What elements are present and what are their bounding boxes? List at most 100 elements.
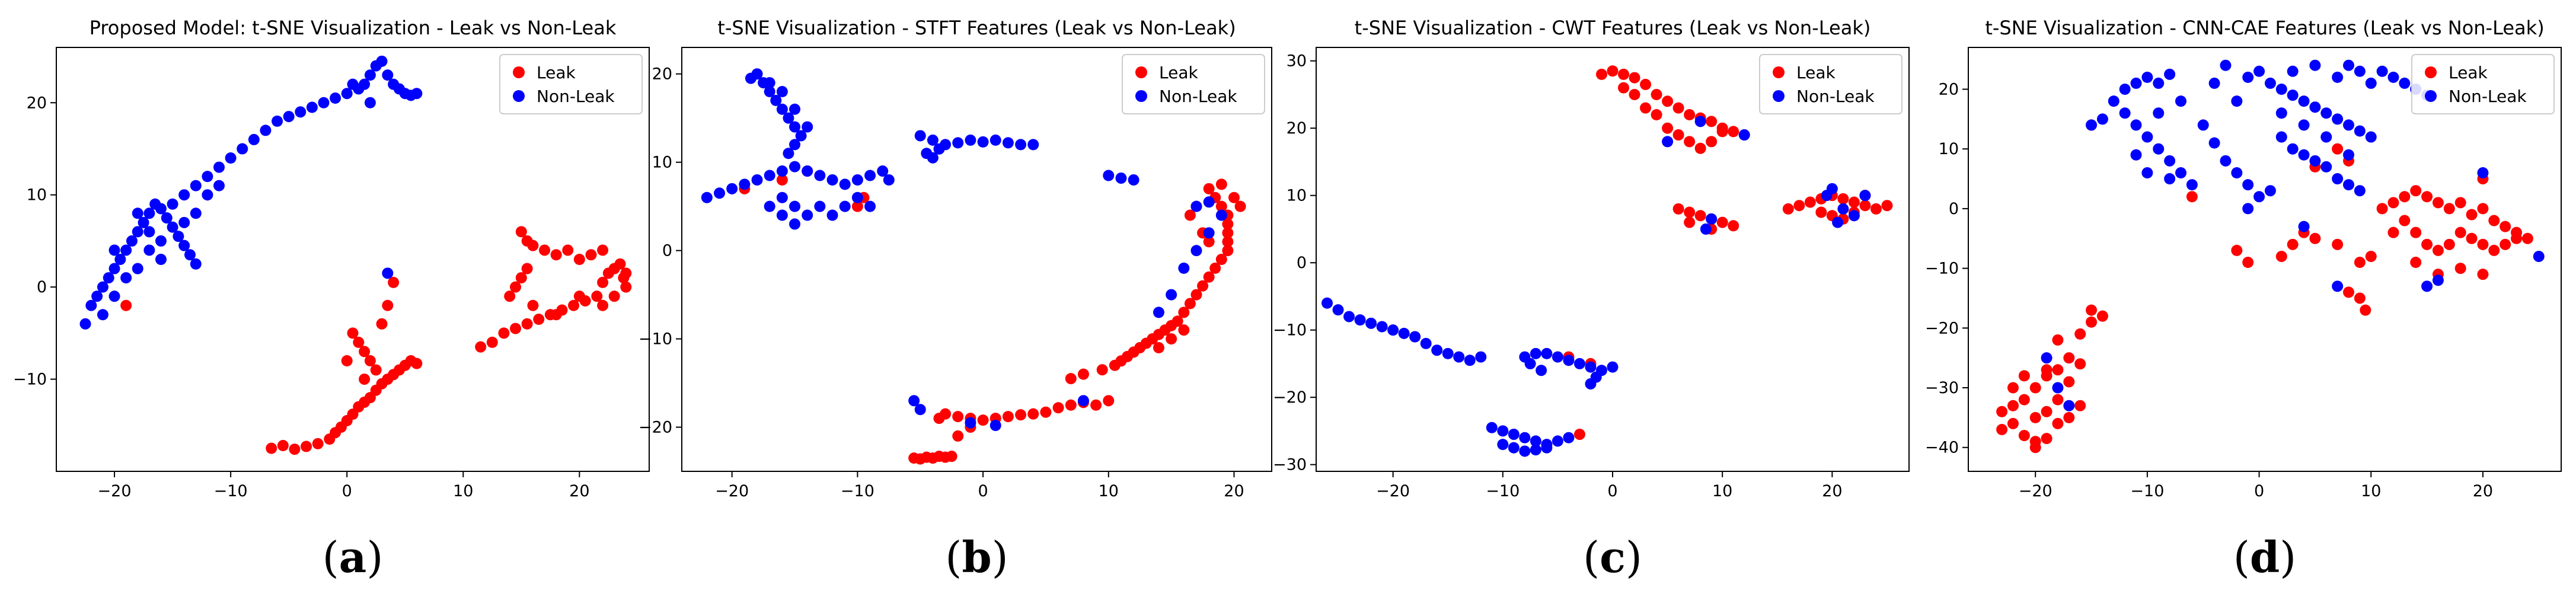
panel-a-point-nonleak (295, 106, 307, 118)
panel-c-point-leak (1662, 122, 1674, 134)
panel-b-y-tick-label: 10 (652, 154, 672, 172)
panel-d-point-leak (2511, 232, 2523, 244)
panel-a-legend-box (499, 54, 643, 114)
panel-d-point-nonleak (2119, 83, 2131, 95)
panel-d-point-leak (2488, 215, 2500, 226)
panel-b-point-nonleak (764, 170, 775, 181)
panel-b-point-nonleak (776, 192, 788, 203)
panel-d-point-nonleak (2264, 185, 2276, 197)
panel-c-legend: Leak Non-Leak (1759, 54, 1903, 114)
panel-c-y-tick-label: 30 (1287, 52, 1307, 71)
panel-a-point-leak (353, 336, 365, 348)
panel-c-point-nonleak (1486, 422, 1498, 433)
panel-d-point-leak (2410, 226, 2422, 238)
panel-d-point-nonleak (2220, 155, 2232, 167)
panel-c-point-nonleak (1694, 116, 1706, 127)
panel-b-point-nonleak (826, 209, 838, 221)
panel-c-point-nonleak (1497, 425, 1509, 437)
panel-a-point-nonleak (225, 152, 237, 164)
panel-d-point-leak (2186, 191, 2198, 203)
panel-a-point-nonleak (178, 189, 190, 201)
panel-a-point-nonleak (237, 143, 248, 155)
panel-d-point-leak (2007, 400, 2019, 411)
panel-d-point-nonleak (2287, 65, 2299, 77)
panel-c-point-leak (1573, 429, 1585, 441)
panel-d-point-leak (2454, 226, 2466, 238)
panel-c-point-leak (1618, 82, 1630, 94)
panel-d-point-nonleak (2332, 113, 2344, 125)
panel-b-point-nonleak (927, 152, 939, 164)
panel-a-point-nonleak (190, 180, 202, 192)
panel-b-point-leak (952, 411, 964, 423)
panel-d-point-nonleak (2275, 131, 2287, 143)
panel-a-point-leak (527, 240, 539, 251)
panel-d-point-leak (1996, 424, 2008, 436)
panel-d-point-leak (2052, 417, 2064, 429)
panel-a-point-nonleak (143, 208, 155, 219)
panel-b-point-nonleak (764, 85, 775, 97)
panel-c-x-tick-label: 20 (1822, 482, 1842, 500)
panel-a-legend-marker-leak (513, 66, 525, 78)
panel-d-legend-label-leak: Leak (2449, 63, 2488, 82)
panel-a-point-leak (120, 299, 132, 311)
panel-c-legend-box (1759, 54, 1903, 114)
panel-b: t-SNE Visualization - STFT Features (Lea… (639, 17, 1272, 582)
panel-a-point-nonleak (347, 78, 359, 90)
panel-d-point-leak (2432, 197, 2444, 209)
panel-b-legend-label-leak: Leak (1159, 63, 1198, 82)
panel-b-point-nonleak (802, 121, 813, 133)
panel-b-point-leak (1215, 178, 1227, 190)
panel-d-point-nonleak (2175, 167, 2186, 178)
panel-b-point-leak (776, 174, 788, 186)
panel-c-point-nonleak (1387, 324, 1399, 336)
panel-c-label: (c) (1583, 532, 1642, 582)
panel-d-y-tick-label: 0 (1949, 200, 1959, 218)
panel-b-legend: Leak Non-Leak (1122, 54, 1265, 114)
panel-b-point-nonleak (933, 143, 945, 155)
panel-b-label: (b) (945, 532, 1008, 582)
panel-c-legend-marker-nonleak (1773, 90, 1785, 102)
panel-a-point-leak (359, 374, 371, 385)
panel-b-point-nonleak (1190, 245, 1202, 257)
panel-c-x-tick-label: 10 (1712, 482, 1732, 500)
panel-c-point-leak (1716, 126, 1728, 138)
panel-a-point-leak (411, 358, 423, 369)
panel-a-point-nonleak (132, 263, 143, 275)
panel-b-point-leak (1153, 342, 1164, 353)
panel-c-point-leak (1859, 200, 1871, 212)
panel-d-point-nonleak (2354, 125, 2366, 137)
panel-a-point-leak (620, 281, 632, 293)
panel-a-point-leak (527, 299, 539, 311)
panel-b-point-leak (1015, 409, 1027, 421)
panel-a-point-nonleak (97, 281, 108, 293)
panel-a-frame (56, 47, 650, 472)
panel-c-point-nonleak (1431, 344, 1443, 356)
panel-b-point-nonleak (1015, 139, 1027, 151)
panel-b-point-leak (1077, 368, 1089, 380)
panel-c: t-SNE Visualization - CWT Features (Leak… (1273, 17, 1910, 582)
panel-d-title: t-SNE Visualization - CNN-CAE Features (… (1985, 17, 2544, 39)
panel-d-point-nonleak (2242, 71, 2254, 83)
panel-b-point-leak (1190, 289, 1202, 301)
panel-d-point-nonleak (2343, 119, 2355, 131)
panel-d-point-nonleak (2275, 107, 2287, 119)
panel-c-point-leak (1672, 129, 1684, 141)
panel-c-point-leak (1629, 72, 1640, 84)
panel-b-point-nonleak (989, 420, 1001, 432)
panel-d-point-nonleak (2164, 68, 2176, 80)
panel-d-point-nonleak (2354, 185, 2366, 197)
panel-d-point-nonleak (2320, 131, 2332, 143)
panel-b-point-nonleak (839, 200, 851, 212)
panel-c-point-leak (1640, 78, 1652, 90)
panel-b-legend-marker-leak (1135, 66, 1147, 78)
panel-b-point-leak (1096, 364, 1108, 376)
panel-d-point-leak (2074, 328, 2086, 340)
panel-b-point-nonleak (802, 209, 813, 221)
panel-c-x-tick-label: −20 (1376, 482, 1410, 500)
panel-a-point-nonleak (114, 254, 126, 265)
panel-d-point-nonleak (2354, 65, 2366, 77)
panel-a-point-leak (359, 346, 371, 358)
panel-c-point-nonleak (1585, 361, 1597, 373)
panel-b-point-leak (1222, 227, 1234, 239)
